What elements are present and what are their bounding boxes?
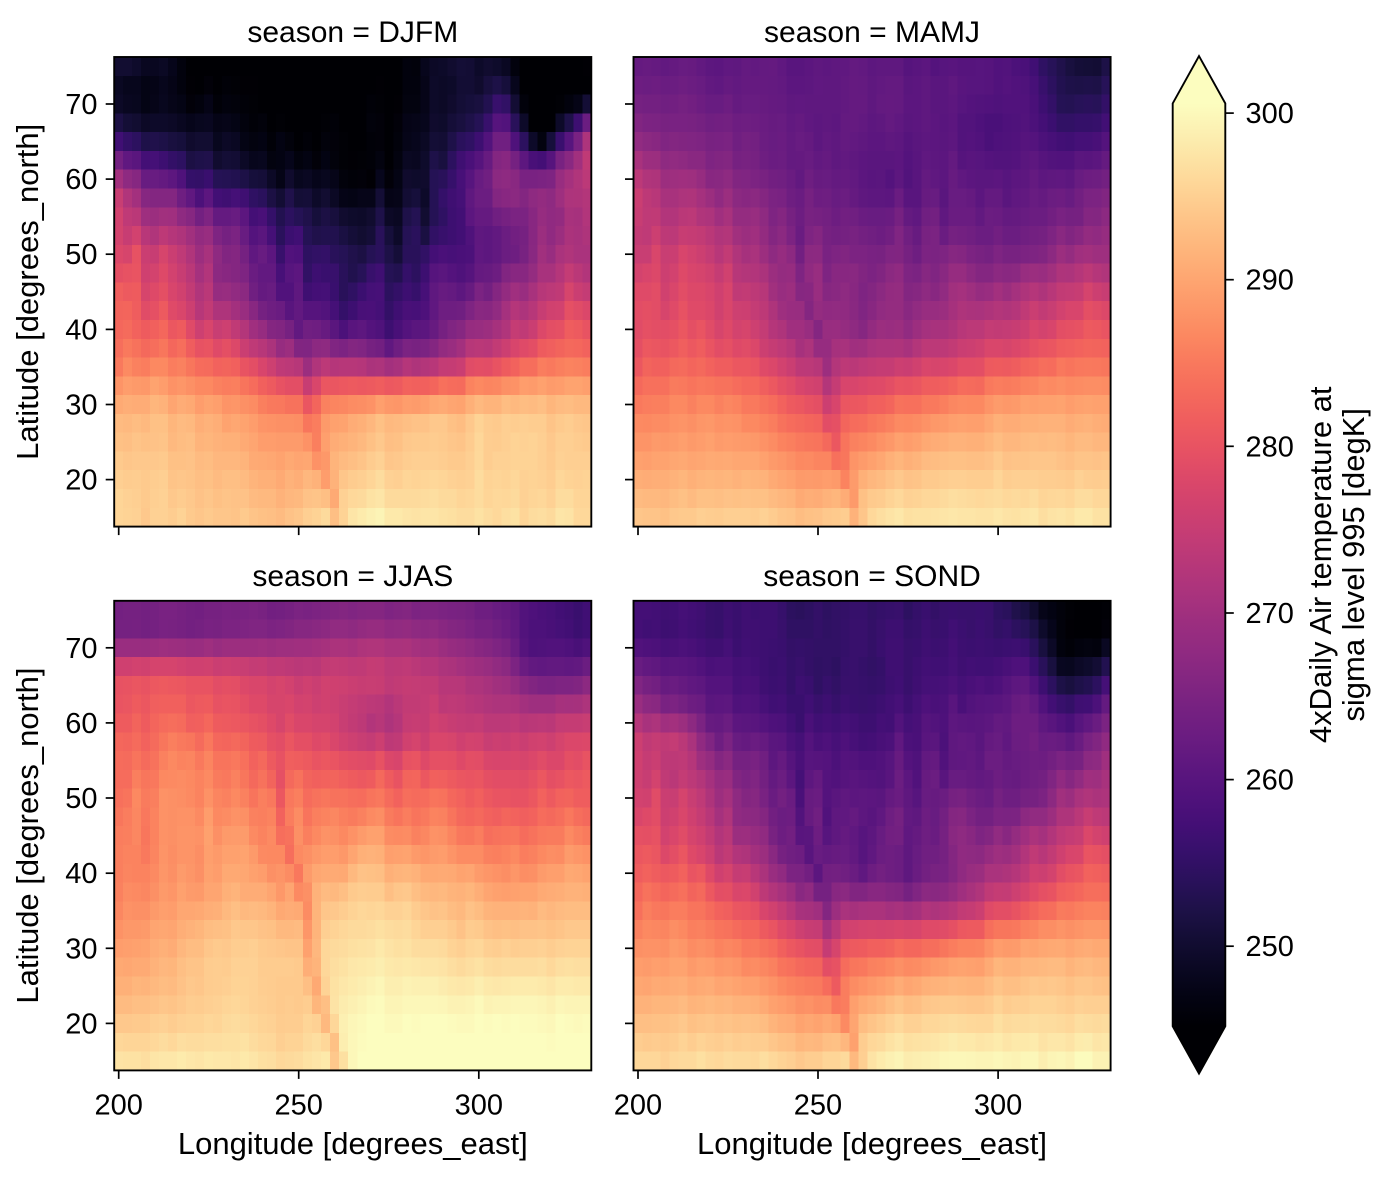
svg-text:250: 250 [794,1089,842,1121]
svg-text:290: 290 [1246,265,1294,297]
svg-text:250: 250 [1246,931,1294,963]
svg-text:Longitude [degrees_east]: Longitude [degrees_east] [178,1126,528,1161]
svg-text:260: 260 [1246,765,1294,797]
svg-text:60: 60 [65,164,97,196]
svg-text:70: 70 [65,633,97,665]
svg-text:300: 300 [455,1089,503,1121]
svg-text:40: 40 [65,314,97,346]
svg-text:Longitude [degrees_east]: Longitude [degrees_east] [697,1126,1047,1161]
svg-text:season = SOND: season = SOND [763,560,981,593]
svg-text:300: 300 [974,1089,1022,1121]
svg-text:280: 280 [1246,431,1294,463]
svg-text:season = JJAS: season = JJAS [252,560,453,593]
svg-text:season = MAMJ: season = MAMJ [764,16,980,49]
svg-text:20: 20 [65,465,97,497]
svg-text:20: 20 [65,1008,97,1040]
svg-text:30: 30 [65,933,97,965]
svg-text:60: 60 [65,708,97,740]
svg-text:30: 30 [65,390,97,422]
svg-text:50: 50 [65,239,97,271]
svg-text:Latitude [degrees_north]: Latitude [degrees_north] [10,668,45,1004]
svg-text:Latitude [degrees_north]: Latitude [degrees_north] [10,124,45,460]
svg-text:270: 270 [1246,598,1294,630]
svg-text:200: 200 [95,1089,143,1121]
svg-text:sigma level 995 [degK]: sigma level 995 [degK] [1336,408,1371,722]
svg-text:300: 300 [1246,98,1294,130]
svg-text:season = DJFM: season = DJFM [247,16,458,49]
svg-text:250: 250 [275,1089,323,1121]
svg-text:50: 50 [65,783,97,815]
svg-text:4xDaily Air temperature at: 4xDaily Air temperature at [1303,386,1338,743]
svg-text:70: 70 [65,89,97,121]
svg-text:200: 200 [614,1089,662,1121]
svg-text:40: 40 [65,858,97,890]
